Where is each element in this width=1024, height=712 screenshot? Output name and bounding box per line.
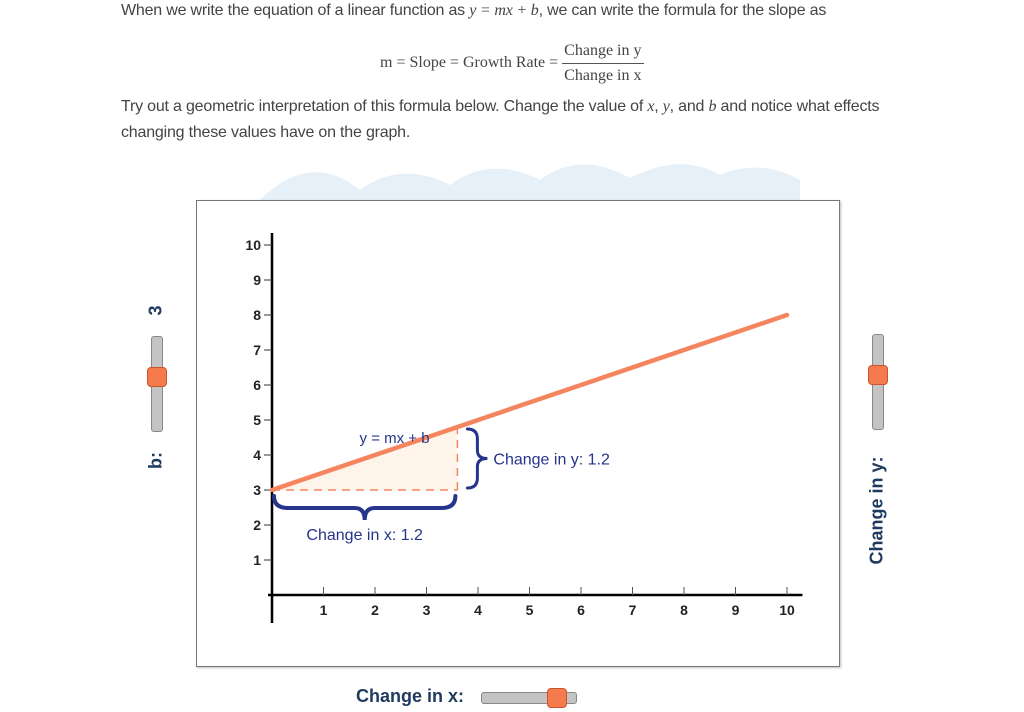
intro-part1: When we write the equation of a linear f… xyxy=(121,2,470,19)
y-tick-label: 8 xyxy=(253,307,261,323)
y-tick-label: 2 xyxy=(253,517,261,533)
y-tick-label: 1 xyxy=(253,552,261,568)
instructions-text: Try out a geometric interpretation of th… xyxy=(121,94,921,146)
change-in-x-brace xyxy=(272,494,458,521)
x-tick-label: 5 xyxy=(526,602,534,618)
change-in-x-slider-track[interactable] xyxy=(481,688,577,708)
b-slider-track[interactable] xyxy=(147,336,167,432)
instructions-x: x xyxy=(647,98,655,115)
change-in-y-value-label: Change in y: 1.2 xyxy=(493,452,610,469)
formula-lhs: m = Slope = Growth Rate = xyxy=(380,54,559,71)
x-tick-label: 2 xyxy=(371,602,379,618)
instructions-y: y xyxy=(662,98,670,115)
change-in-y-slider-thumb[interactable] xyxy=(868,365,888,386)
instructions-a: Try out a geometric interpretation of th… xyxy=(121,98,648,115)
instructions-c: and notice what effects changing these v… xyxy=(121,98,880,141)
y-tick-label: 10 xyxy=(245,237,261,253)
instructions-sep2: , and xyxy=(669,98,709,115)
x-tick-label: 4 xyxy=(474,602,482,618)
change-in-x-value-label: Change in x: 1.2 xyxy=(306,527,423,544)
y-tick-label: 9 xyxy=(253,272,261,288)
y-tick-label: 3 xyxy=(253,482,261,498)
change-in-x-slider-thumb[interactable] xyxy=(546,688,567,708)
intro-text: When we write the equation of a linear f… xyxy=(121,2,921,20)
change-in-x-label: Change in x: xyxy=(356,686,465,706)
instructions-b: b xyxy=(708,98,717,115)
b-label: b: xyxy=(145,452,166,469)
x-tick-label: 7 xyxy=(629,602,637,618)
equation-label: y = mx + b xyxy=(360,430,430,447)
x-tick-label: 3 xyxy=(423,602,431,618)
intro-part2: , we can write the formula for the slope… xyxy=(538,2,827,19)
x-tick-label: 1 xyxy=(320,602,328,618)
intro-equation: y = mx + b xyxy=(469,2,539,19)
b-slider-thumb[interactable] xyxy=(147,367,167,388)
y-tick-label: 5 xyxy=(253,412,261,428)
formula-fraction: Change in y Change in x xyxy=(562,42,644,85)
formula-denominator: Change in x xyxy=(564,66,642,84)
x-tick-label: 6 xyxy=(577,602,585,618)
graph-panel: 1 2 3 4 5 6 7 8 9 10 1 2 3 4 5 6 7 8 9 10 y = mx + b Change i… xyxy=(196,200,840,667)
x-tick-label: 10 xyxy=(779,602,795,618)
slope-formula: m = Slope = Growth Rate = Change in y Ch… xyxy=(380,36,644,90)
decorative-watermark xyxy=(260,164,800,200)
change-in-y-label: Change in y: xyxy=(866,456,887,565)
change-in-y-slider-track[interactable] xyxy=(868,334,888,430)
x-tick-label: 8 xyxy=(680,602,688,618)
x-tick-label: 9 xyxy=(732,602,740,618)
y-tick-label: 7 xyxy=(253,342,261,358)
change-in-y-brace xyxy=(465,427,488,490)
instructions-sep1: , xyxy=(654,98,663,115)
y-tick-label: 4 xyxy=(253,447,261,463)
b-value-label: 3 xyxy=(145,305,166,316)
y-tick-label: 6 xyxy=(253,377,261,393)
function-line xyxy=(269,312,790,493)
formula-numerator: Change in y xyxy=(562,42,644,64)
line-graph: 1 2 3 4 5 6 7 8 9 10 1 2 3 4 5 6 7 8 9 10 y = mx + b Change i… xyxy=(245,233,803,623)
